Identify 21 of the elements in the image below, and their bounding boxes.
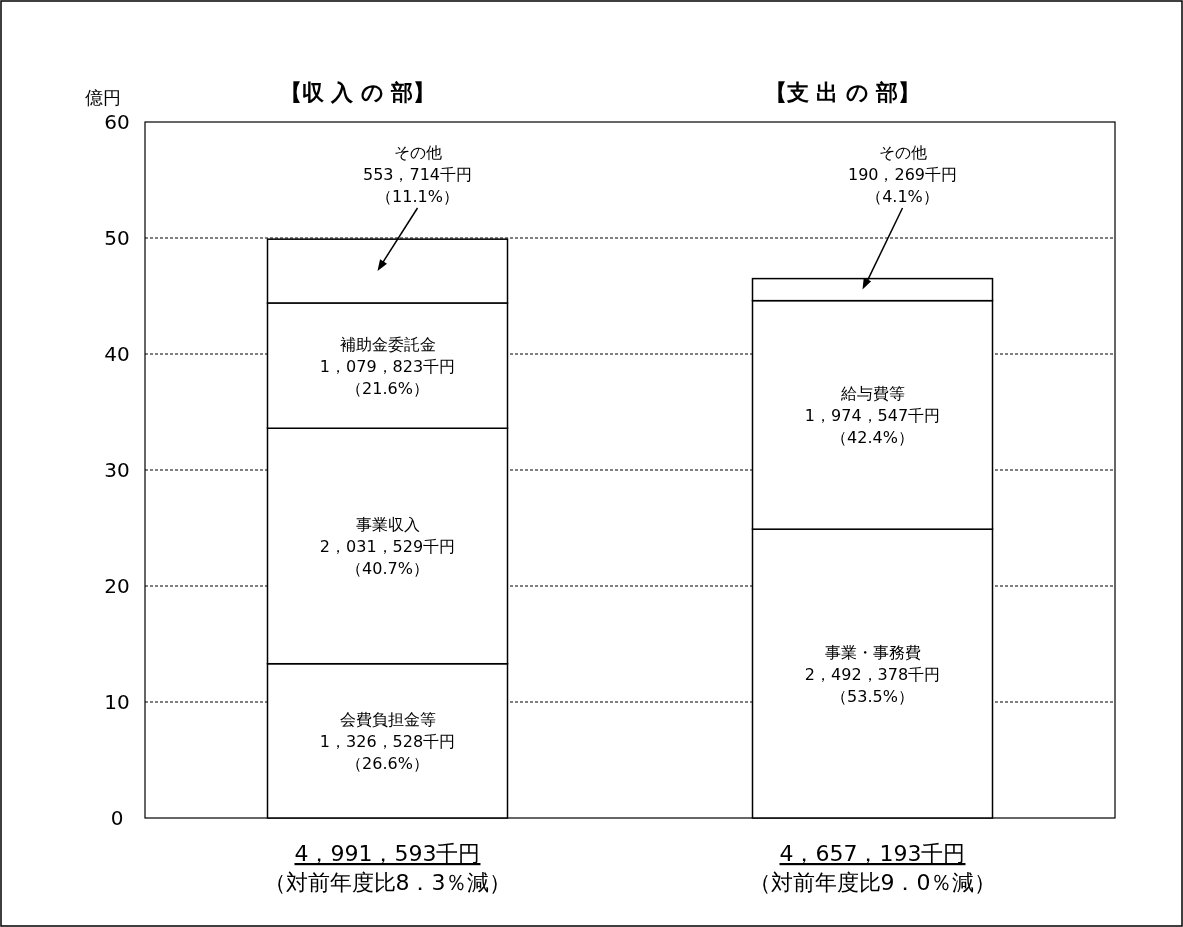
total-label: 4，657，193千円 (779, 841, 966, 866)
annotation: その他190，269千円（4.1%） (847, 143, 958, 206)
annotation: 給与費等1，974，547千円（42.4%） (804, 383, 941, 447)
annotation: その他553，714千円（11.1%） (362, 143, 473, 206)
annotation: 会費負担金等1，326，528千円（26.6%） (319, 709, 456, 773)
y-tick-label: 60 (104, 110, 130, 134)
y-tick-label: 40 (104, 342, 130, 366)
text: （対前年度比9．0％減） (748, 870, 997, 895)
y-tick-label: 20 (104, 574, 130, 598)
total-label: 4，991，593千円 (294, 841, 481, 866)
y-axis-title: 億円 (85, 87, 121, 108)
y-tick-label: 30 (104, 458, 130, 482)
y-tick-label: 0 (110, 806, 124, 830)
annotation: 事業収入2，031，529千円（40.7%） (319, 514, 456, 578)
y-tick-label: 50 (104, 226, 130, 250)
x-tick-label: 【支 出 の 部】 (764, 80, 921, 105)
annotation: 事業・事務費2，492，378千円（53.5%） (804, 642, 941, 706)
y-tick-label: 10 (104, 690, 130, 714)
x-tick-label: 【収 入 の 部】 (279, 80, 436, 105)
annotation: 補助金委託金1，079，823千円（21.6%） (319, 334, 456, 398)
text: （対前年度比8．3％減） (263, 870, 512, 895)
